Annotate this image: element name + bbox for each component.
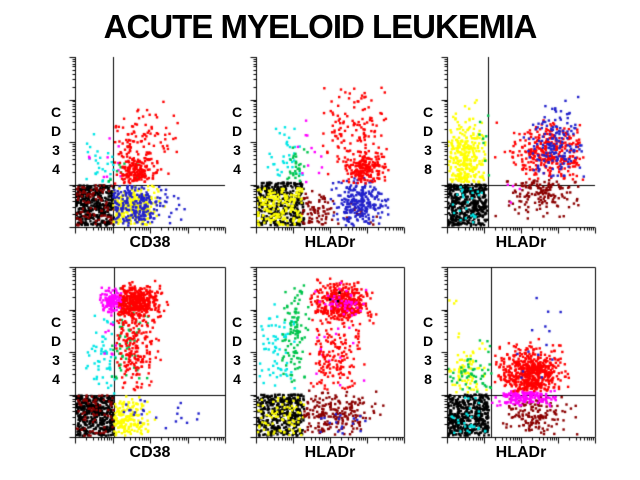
figure-title: ACUTE MYELOID LEUKEMIA bbox=[103, 8, 538, 45]
